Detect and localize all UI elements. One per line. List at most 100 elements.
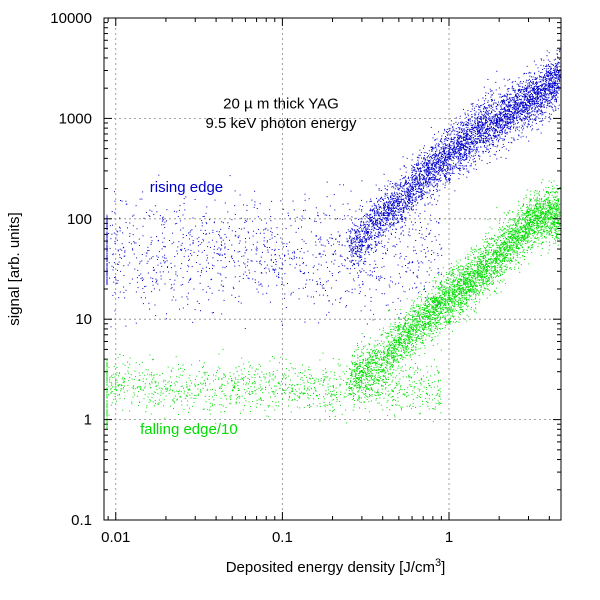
scatter-point	[367, 244, 369, 246]
scatter-point	[417, 179, 418, 181]
scatter-point	[461, 149, 462, 150]
scatter-point	[184, 248, 186, 250]
scatter-point	[298, 227, 299, 229]
scatter-point	[485, 120, 486, 122]
scatter-point	[480, 142, 482, 143]
scatter-point	[440, 177, 442, 179]
scatter-point	[559, 87, 561, 89]
scatter-point	[370, 217, 372, 218]
scatter-point	[498, 87, 500, 89]
scatter-point	[542, 69, 544, 70]
scatter-point	[371, 223, 373, 225]
scatter-point	[463, 168, 465, 170]
scatter-point	[364, 245, 366, 247]
scatter-point	[426, 165, 428, 167]
scatter-point	[530, 76, 532, 78]
scatter-point	[401, 217, 403, 219]
scatter-point	[389, 212, 391, 214]
scatter-point	[480, 121, 482, 123]
scatter-point	[441, 170, 443, 172]
scatter-point	[445, 169, 447, 171]
scatter-point	[142, 191, 144, 193]
scatter-point	[559, 79, 561, 81]
scatter-point	[241, 255, 243, 257]
scatter-point	[364, 260, 366, 262]
scatter-point	[531, 103, 533, 105]
scatter-point	[466, 143, 468, 144]
scatter-point	[372, 221, 374, 223]
scatter-point	[346, 290, 348, 292]
scatter-point	[550, 94, 552, 95]
scatter-point	[385, 228, 387, 230]
scatter-point	[487, 100, 489, 102]
scatter-point	[485, 147, 487, 148]
scatter-point	[495, 89, 497, 91]
scatter-point	[539, 78, 541, 80]
scatter-point	[281, 267, 283, 269]
scatter-point	[518, 104, 520, 106]
scatter-point	[451, 149, 453, 151]
scatter-point	[390, 211, 392, 212]
scatter-point	[556, 86, 558, 88]
scatter-point	[384, 195, 386, 197]
scatter-point	[492, 130, 494, 132]
scatter-point	[375, 222, 376, 224]
scatter-point	[511, 125, 512, 127]
scatter-point	[398, 197, 400, 199]
scatter-point	[421, 190, 423, 192]
scatter-point	[509, 100, 511, 102]
scatter-point	[501, 109, 503, 110]
scatter-point	[350, 249, 352, 251]
scatter-point	[351, 238, 353, 240]
scatter-point	[528, 107, 530, 109]
scatter-point	[405, 179, 407, 181]
scatter-point	[361, 230, 363, 232]
scatter-point	[425, 184, 427, 186]
scatter-point	[375, 204, 377, 206]
scatter-point	[324, 245, 326, 247]
scatter-point	[376, 236, 377, 238]
scatter-point	[554, 77, 556, 79]
scatter-point	[394, 205, 396, 207]
scatter-point	[405, 207, 407, 209]
scatter-point	[536, 88, 537, 90]
scatter-point	[501, 147, 503, 148]
scatter-point	[423, 175, 425, 177]
scatter-point	[257, 229, 259, 230]
scatter-point	[559, 69, 561, 71]
scatter-point	[391, 204, 393, 206]
scatter-point	[525, 90, 527, 92]
scatter-point	[512, 116, 514, 118]
scatter-point	[458, 153, 460, 155]
scatter-point	[525, 108, 527, 110]
scatter-point	[184, 209, 186, 211]
scatter-point	[408, 194, 410, 196]
scatter-point	[370, 214, 372, 216]
scatter-point	[521, 86, 523, 88]
scatter-point	[442, 165, 444, 167]
scatter-point	[449, 155, 451, 156]
scatter-point	[515, 93, 517, 95]
scatter-point	[542, 88, 544, 90]
scatter-point	[384, 223, 386, 224]
scatter-point	[524, 84, 526, 86]
scatter-point	[436, 162, 437, 164]
scatter-point	[487, 149, 489, 151]
scatter-point	[280, 268, 282, 270]
scatter-point	[436, 148, 438, 150]
scatter-point	[380, 190, 382, 191]
scatter-point	[433, 162, 435, 164]
scatter-point	[422, 197, 423, 199]
scatter-point	[408, 192, 409, 194]
scatter-point	[461, 142, 463, 144]
scatter-point	[416, 177, 418, 179]
scatter-point	[474, 121, 476, 123]
scatter-point	[462, 146, 464, 148]
scatter-point	[396, 244, 398, 245]
scatter-point	[487, 92, 489, 94]
scatter-point	[353, 250, 355, 252]
scatter-point	[388, 212, 390, 214]
scatter-point	[480, 127, 482, 129]
scatter-point	[421, 196, 423, 198]
scatter-point	[437, 189, 439, 191]
